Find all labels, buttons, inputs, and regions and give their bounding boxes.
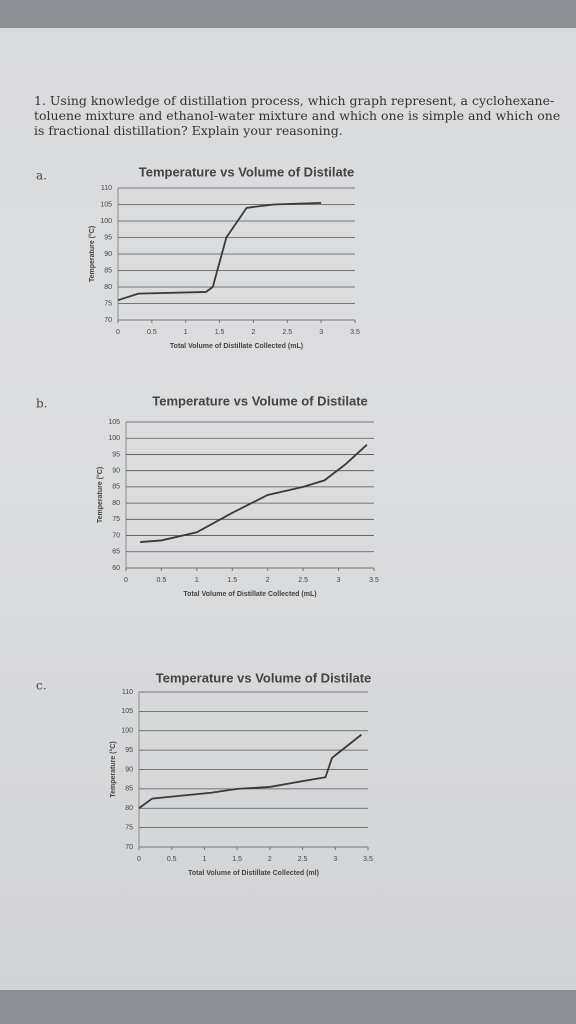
- y-tick-label: 100: [121, 728, 133, 735]
- x-tick-label: 3: [333, 856, 337, 863]
- y-tick-label: 105: [108, 419, 120, 426]
- chart-title: Temperature vs Volume of Distilate: [156, 670, 372, 685]
- x-tick-label: 0.5: [157, 577, 167, 584]
- y-tick-label: 85: [104, 267, 112, 274]
- chart-title: Temperature vs Volume of Distilate: [152, 393, 368, 408]
- x-tick-label: 2: [251, 329, 255, 336]
- x-tick-label: 3: [337, 577, 341, 584]
- question: 1. Using knowledge of distillation proce…: [34, 93, 561, 138]
- y-tick-label: 80: [112, 500, 120, 507]
- x-tick-label: 1: [195, 577, 199, 584]
- y-tick-label: 75: [125, 824, 133, 831]
- y-axis-title: Temperature (°C): [88, 226, 96, 282]
- y-tick-label: 90: [125, 766, 133, 773]
- y-tick-label: 100: [100, 218, 112, 225]
- y-tick-label: 80: [125, 805, 133, 812]
- x-tick-label: 1: [184, 329, 188, 336]
- chart-label: c.: [36, 679, 47, 693]
- y-tick-label: 75: [104, 300, 112, 307]
- x-tick-label: 3: [319, 329, 323, 336]
- data-line: [140, 444, 368, 543]
- y-tick-label: 75: [112, 516, 120, 523]
- y-tick-label: 90: [104, 251, 112, 258]
- x-tick-label: 1.5: [232, 856, 242, 863]
- data-line: [138, 733, 363, 809]
- chart-label: b.: [36, 397, 48, 411]
- x-tick-label: 0: [124, 577, 128, 584]
- x-tick-label: 0: [116, 329, 120, 336]
- y-tick-label: 110: [101, 185, 112, 192]
- x-tick-label: 2: [266, 577, 270, 584]
- y-tick-label: 70: [125, 844, 133, 851]
- y-tick-label: 95: [125, 747, 133, 754]
- y-tick-label: 85: [125, 786, 133, 793]
- x-tick-label: 3.5: [369, 577, 379, 584]
- y-tick-label: 60: [112, 565, 120, 572]
- x-tick-label: 0.5: [167, 856, 177, 863]
- y-tick-label: 95: [104, 234, 112, 241]
- y-tick-label: 80: [104, 284, 112, 291]
- y-tick-label: 70: [104, 317, 112, 324]
- x-axis-title: Total Volume of Distillate Collected (ml…: [188, 870, 319, 877]
- y-tick-label: 105: [121, 708, 133, 715]
- x-tick-label: 1: [202, 856, 206, 863]
- x-tick-label: 0.5: [147, 329, 157, 336]
- x-axis-title: Total Volume of Distillate Collected (mL…: [170, 343, 303, 350]
- y-axis-title: Temperature (°C): [96, 467, 104, 523]
- y-tick-label: 95: [112, 451, 120, 458]
- x-tick-label: 3.5: [350, 329, 360, 336]
- x-tick-label: 2.5: [298, 577, 308, 584]
- chart-label: a.: [36, 169, 47, 183]
- data-line: [117, 201, 322, 302]
- y-axis-title: Temperature (°C): [109, 741, 117, 797]
- x-tick-label: 0: [137, 856, 141, 863]
- x-tick-label: 1.5: [215, 329, 225, 336]
- x-tick-label: 2.5: [282, 329, 292, 336]
- y-tick-label: 100: [108, 435, 120, 442]
- y-tick-label: 105: [100, 201, 112, 208]
- x-axis-title: Total Volume of Distillate Collected (mL…: [183, 591, 316, 598]
- x-tick-label: 2: [268, 856, 272, 863]
- y-tick-label: 65: [112, 549, 120, 556]
- x-tick-label: 2.5: [298, 856, 308, 863]
- chart-title: Temperature vs Volume of Distilate: [139, 164, 355, 179]
- y-tick-label: 110: [122, 689, 133, 696]
- x-tick-label: 3.5: [363, 856, 373, 863]
- y-tick-label: 85: [112, 484, 120, 491]
- y-tick-label: 70: [112, 532, 120, 539]
- x-tick-label: 1.5: [227, 577, 237, 584]
- y-tick-label: 90: [112, 468, 120, 475]
